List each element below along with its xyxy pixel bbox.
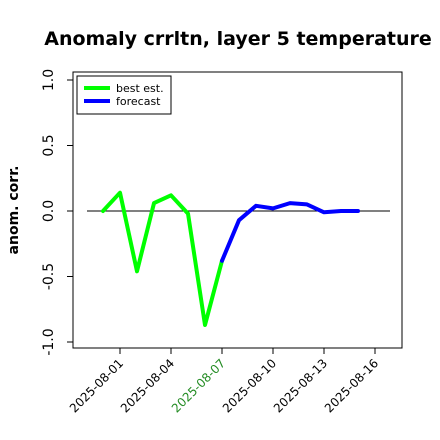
y-axis-label: anom. corr.	[6, 166, 22, 255]
y-tick-label: -1.0	[41, 328, 57, 355]
legend-label-forecast: forecast	[116, 95, 161, 108]
y-axis: -1.0 -0.5 0.0 0.5 1.0	[41, 69, 73, 356]
series-line-forecast	[220, 201, 360, 263]
series-line-best-est	[101, 190, 224, 327]
legend: best est. forecast	[76, 75, 172, 115]
plot-frame	[72, 71, 403, 349]
y-tick-label: 0.5	[41, 134, 57, 156]
y-tick-label: -0.5	[41, 263, 57, 290]
series-layer	[101, 190, 360, 327]
x-tick-label: 2025-08-04	[118, 356, 177, 415]
x-tick-label: 2025-08-10	[220, 356, 279, 415]
legend-label-best-est: best est.	[116, 82, 164, 95]
legend-box	[76, 75, 172, 115]
chart-title: Anomaly crrltn, layer 5 temperature	[44, 28, 432, 50]
x-axis: 2025-08-012025-08-042025-08-072025-08-10…	[67, 348, 381, 415]
x-tick-label: 2025-08-07	[169, 356, 228, 415]
y-tick-label: 0.0	[41, 200, 57, 222]
y-tick-label: 1.0	[41, 69, 57, 91]
x-tick-label: 2025-08-16	[322, 356, 381, 415]
x-tick-label: 2025-08-13	[271, 356, 330, 415]
x-tick-label: 2025-08-01	[67, 356, 126, 415]
